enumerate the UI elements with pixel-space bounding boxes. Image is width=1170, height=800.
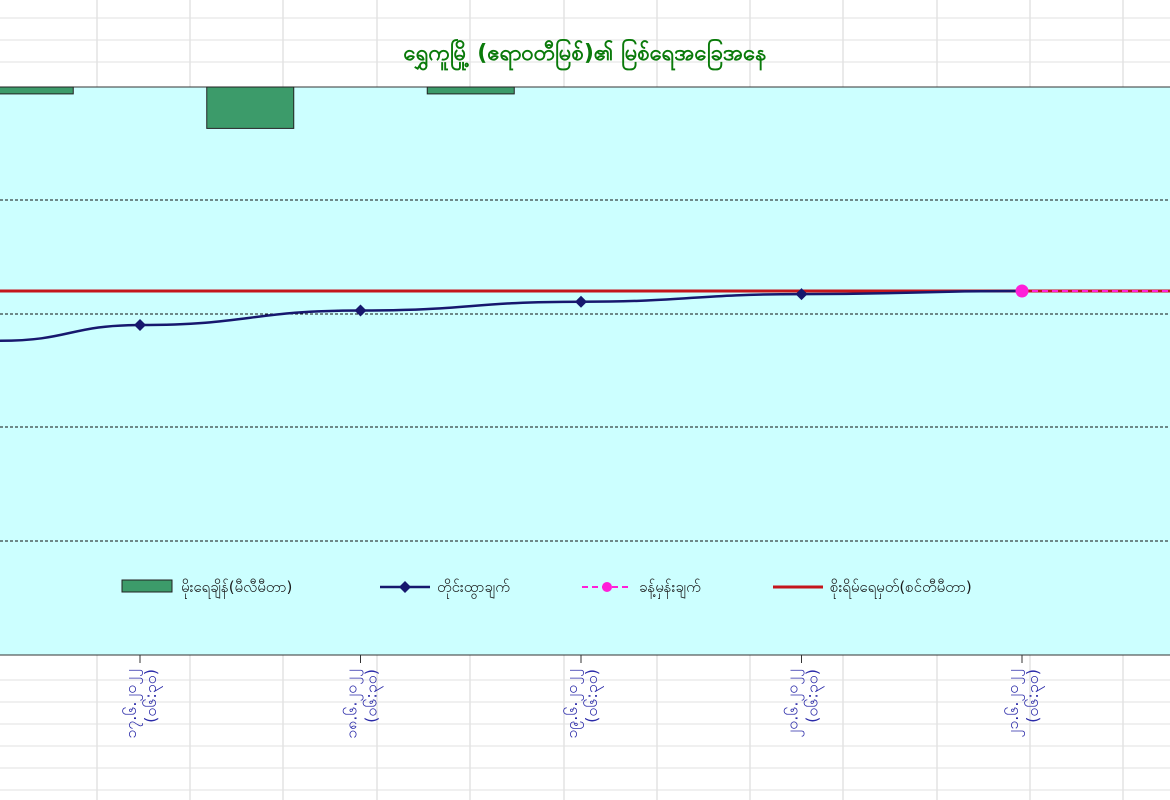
observed-marker <box>354 304 367 317</box>
x-tick-label: ၂၁.၆.၂၀၂၂ (၀၆:၃၀) <box>1003 669 1045 738</box>
x-axis: ၁၇.၆.၂၀၂၂ (၀၆:၃၀) ၁၈.၆.၂၀၂၂ (၀၆:၃၀) ၁၉.၆.၂၀၂… <box>121 655 1045 739</box>
observed-series <box>0 288 1023 343</box>
legend-forecast-label: ခန့်မှန်းချက် <box>639 578 701 599</box>
rainfall-bars <box>0 86 515 129</box>
plot-area <box>0 87 1170 655</box>
x-tick-label-line: ၁၈.၆.၂၀၂၂ <box>342 669 364 739</box>
legend: မိုးရေချိန်(မီလီမီတာ) တိုင်းထွာချက် ခန့်မှ… <box>121 578 972 599</box>
legend-observed-label: တိုင်းထွာချက် <box>437 578 510 599</box>
x-tick-label-line: ၁၇.၆.၂၀၂၂ <box>121 669 143 739</box>
x-tick-label-line: (၀၆:၃၀) <box>141 669 163 723</box>
x-tick-label: ၁၈.၆.၂၀၂၂ (၀၆:၃၀) <box>342 669 384 739</box>
x-tick-label-line: (၀၆:၃၀) <box>803 669 825 723</box>
forecast-series <box>1015 284 1170 298</box>
x-tick-label: ၂၀.၆.၂၀၂၂ (၀၆:၃၀) <box>783 669 825 738</box>
x-tick-label-line: ၂၀.၆.၂၀၂၂ <box>783 669 805 738</box>
x-tick-label: ၁၉.၆.၂၀၂၂ (၀၆:၃၀) <box>562 669 604 739</box>
x-tick-label-line: ၂၁.၆.၂၀၂၂ <box>1003 669 1025 738</box>
legend-rain-swatch <box>121 579 173 593</box>
rain-bar <box>426 86 515 95</box>
legend-observed-marker <box>399 581 411 593</box>
x-tick-label-line: (၀၆:၃၀) <box>1023 669 1045 723</box>
legend-danger-label: စိုးရိမ်ရေမှတ်(စင်တီမီတာ) <box>830 578 972 599</box>
observed-marker <box>134 319 146 332</box>
rain-bar <box>206 86 295 129</box>
x-tick-label-line: ၁၉.၆.၂၀၂၂ <box>562 669 584 739</box>
legend-rain-label: မိုးရေချိန်(မီလီမီတာ) <box>181 578 292 599</box>
observed-marker <box>575 295 587 308</box>
gridlines <box>0 199 1170 542</box>
observed-marker <box>795 288 808 301</box>
x-tick-label-line: (၀၆:၃၀) <box>582 669 604 723</box>
x-tick-label-line: (၀၆:၃၀) <box>362 669 384 723</box>
chart-title: ရွှေကူမြို့ (ဧရာဝတီမြစ်)၏ မြစ်ရေအခြေအနေ <box>403 38 766 71</box>
legend-forecast-marker <box>602 582 612 592</box>
forecast-marker <box>1015 284 1029 298</box>
x-tick-label: ၁၇.၆.၂၀၂၂ (၀၆:၃၀) <box>121 669 163 739</box>
rain-bar <box>0 86 74 95</box>
